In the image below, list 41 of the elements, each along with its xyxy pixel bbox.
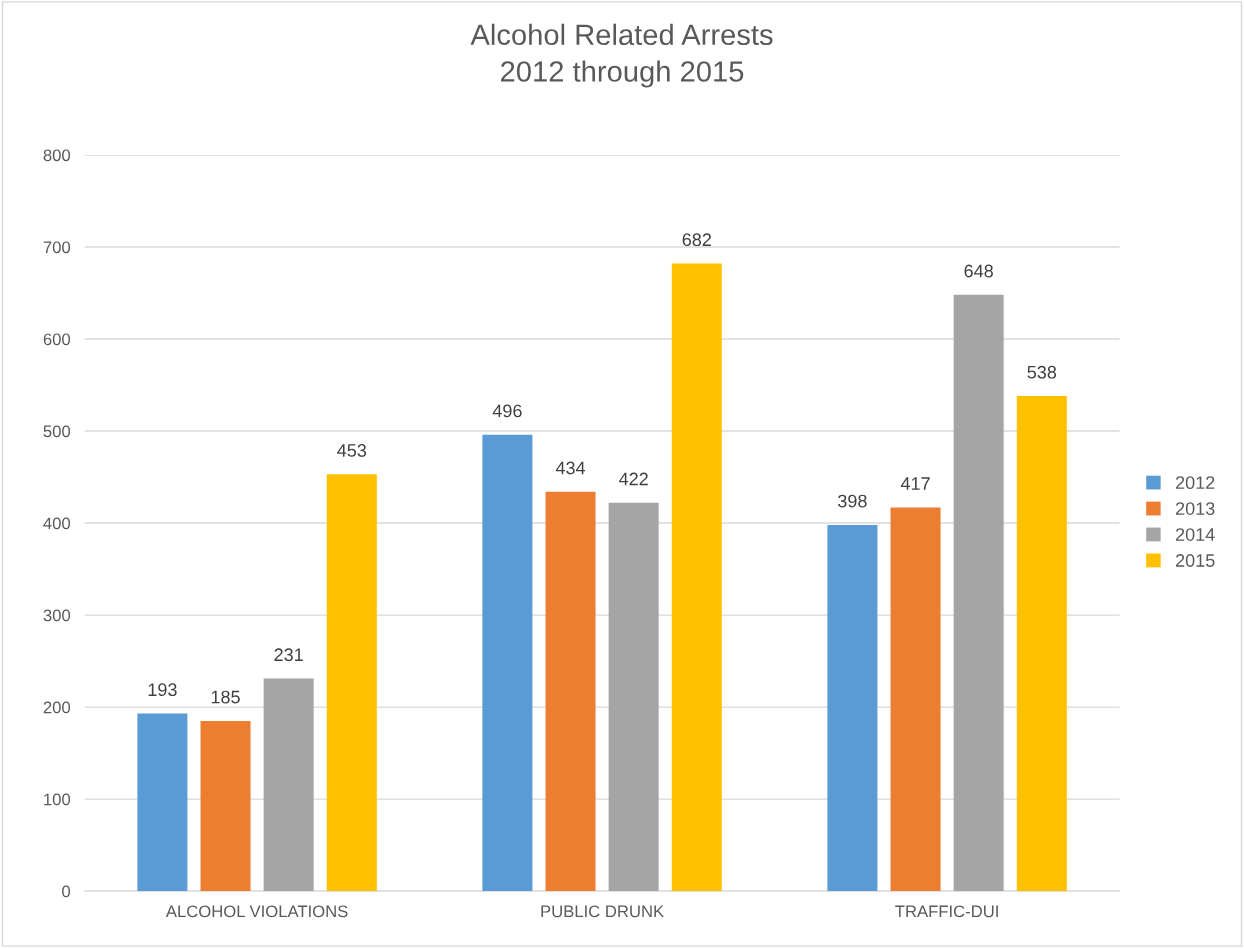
bar [326, 474, 377, 892]
chart-title: Alcohol Related Arrests 2012 through 2015 [470, 23, 773, 88]
bar [827, 524, 878, 892]
y-tick-label: 0 [62, 885, 71, 898]
data-label: 185 [211, 690, 240, 704]
bar [953, 294, 1004, 892]
bar [671, 263, 722, 892]
data-label: 398 [838, 494, 867, 508]
bar [608, 502, 659, 892]
legend-label: 2014 [1176, 528, 1215, 541]
data-label: 453 [337, 444, 367, 457]
y-tick-label: 200 [43, 701, 71, 714]
legend-label: 2012 [1176, 476, 1215, 490]
bar [263, 678, 314, 892]
legend-label: 2015 [1176, 554, 1215, 567]
bar [137, 713, 188, 892]
y-tick-label: 300 [43, 609, 71, 622]
y-tick-label: 800 [43, 149, 71, 162]
bar [545, 491, 596, 892]
data-label: 434 [555, 461, 586, 475]
data-label: 422 [619, 472, 648, 486]
data-label: 648 [964, 264, 993, 278]
data-label: 417 [900, 477, 930, 490]
bar [890, 507, 941, 892]
x-tick-label: PUBLIC DRUNK [541, 905, 664, 918]
bar [200, 720, 251, 892]
y-tick-label: 400 [43, 517, 71, 530]
bar [482, 434, 533, 892]
data-label: 193 [148, 683, 177, 697]
y-tick-label: 500 [43, 425, 71, 438]
y-tick-label: 700 [43, 241, 71, 254]
bar [1016, 396, 1067, 892]
data-label: 682 [682, 233, 711, 247]
data-label: 231 [274, 648, 303, 662]
y-tick-label: 600 [43, 333, 71, 346]
y-tick-label: 100 [44, 793, 71, 806]
x-tick-label: ALCOHOL VIOLATIONS [165, 905, 348, 918]
x-tick-label: TRAFFIC-DUI [895, 905, 998, 918]
data-label: 538 [1027, 365, 1057, 379]
legend-label: 2013 [1176, 502, 1215, 515]
data-label: 496 [492, 404, 522, 418]
